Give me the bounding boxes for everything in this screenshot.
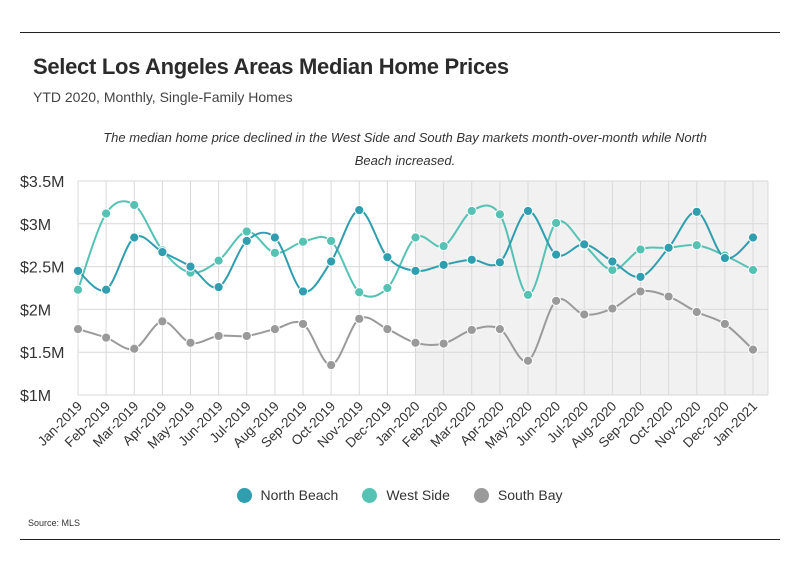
data-point-west-side [354, 287, 365, 298]
top-rule [20, 32, 780, 33]
data-point-north-beach [157, 246, 168, 258]
y-tick-label: $2.5M [20, 260, 64, 277]
source-note: Source: MLS [28, 518, 81, 528]
data-point-south-bay [241, 330, 252, 342]
data-point-south-bay [185, 337, 196, 348]
data-point-north-beach [719, 252, 730, 264]
data-point-north-beach [579, 239, 590, 250]
legend-label-north-beach: North Beach [260, 487, 339, 503]
legend-label-west-side: West Side [386, 487, 450, 503]
data-point-south-bay [326, 359, 337, 371]
legend-marker-north-beach [236, 487, 252, 503]
chart-annotation: The median home price declined in the We… [103, 130, 707, 168]
data-point-south-bay [635, 286, 646, 297]
legend-item-west-side: West Side [362, 487, 450, 503]
y-tick-label: $1M [20, 388, 51, 405]
data-point-north-beach [241, 235, 252, 247]
data-point-west-side [213, 255, 224, 266]
data-point-south-bay [382, 323, 393, 335]
chart-subtitle: YTD 2020, Monthly, Single-Family Homes [33, 89, 293, 105]
y-tick-label: $2M [20, 302, 51, 319]
data-point-west-side [129, 199, 140, 211]
data-point-south-bay [438, 338, 449, 349]
data-point-south-bay [354, 313, 365, 324]
data-point-south-bay [213, 330, 224, 342]
data-point-south-bay [157, 316, 168, 327]
chart-title: Select Los Angeles Areas Median Home Pri… [33, 54, 509, 79]
data-point-north-beach [326, 256, 337, 267]
data-point-north-beach [551, 249, 562, 260]
data-point-south-bay [607, 303, 618, 314]
data-point-west-side [382, 282, 393, 294]
data-point-south-bay [719, 318, 730, 330]
data-point-north-beach [213, 282, 224, 293]
data-point-south-bay [101, 332, 112, 343]
data-point-north-beach [607, 256, 618, 267]
data-point-west-side [522, 289, 534, 300]
data-point-north-beach [635, 271, 646, 282]
data-point-west-side [691, 240, 702, 251]
legend-marker-west-side [362, 487, 378, 503]
data-point-south-bay [579, 309, 590, 320]
highlight-region [415, 181, 768, 395]
data-point-south-bay [551, 295, 562, 306]
data-point-south-bay [522, 355, 534, 366]
data-point-west-side [241, 226, 252, 237]
data-point-north-beach [269, 232, 280, 243]
data-point-south-bay [410, 337, 421, 348]
data-point-north-beach [129, 232, 140, 243]
data-point-west-side [466, 205, 477, 217]
data-point-north-beach [691, 206, 702, 217]
data-point-west-side [297, 236, 309, 247]
bottom-rule [20, 539, 780, 540]
data-point-west-side [72, 284, 84, 295]
data-point-south-bay [494, 323, 505, 335]
data-point-north-beach [410, 265, 421, 276]
data-point-north-beach [382, 252, 393, 263]
legend-marker-south-bay [473, 487, 489, 503]
data-point-south-bay [269, 323, 280, 335]
data-point-north-beach [72, 265, 84, 276]
data-point-south-bay [747, 344, 759, 355]
data-point-west-side [551, 217, 562, 229]
data-point-south-bay [663, 291, 674, 302]
data-point-west-side [635, 244, 646, 255]
data-point-south-bay [691, 306, 702, 318]
data-point-north-beach [354, 205, 365, 216]
data-point-west-side [747, 264, 759, 276]
data-point-north-beach [101, 284, 112, 295]
data-point-south-bay [129, 343, 140, 354]
data-point-north-beach [747, 232, 759, 243]
y-tick-label: $3.5M [20, 174, 64, 191]
data-point-north-beach [297, 286, 309, 297]
data-point-north-beach [663, 242, 674, 253]
data-point-west-side [438, 240, 449, 252]
y-tick-label: $1.5M [20, 345, 64, 362]
data-point-west-side [269, 247, 280, 259]
data-point-south-bay [466, 324, 477, 336]
data-point-west-side [494, 209, 505, 220]
legend-label-south-bay: South Bay [497, 487, 563, 503]
legend-item-north-beach: North Beach [236, 487, 339, 503]
data-point-west-side [326, 235, 337, 247]
data-point-west-side [410, 232, 421, 243]
data-point-north-beach [185, 261, 196, 272]
legend: North Beach West Side South Bay [0, 487, 799, 503]
data-point-south-bay [297, 318, 309, 330]
data-point-west-side [607, 264, 618, 276]
data-point-north-beach [522, 205, 534, 217]
legend-item-south-bay: South Bay [473, 487, 563, 503]
data-point-south-bay [72, 323, 84, 335]
data-point-north-beach [466, 254, 477, 265]
data-point-west-side [101, 208, 112, 219]
data-point-north-beach [438, 259, 449, 270]
y-tick-label: $3M [20, 217, 51, 234]
data-point-north-beach [494, 257, 505, 268]
